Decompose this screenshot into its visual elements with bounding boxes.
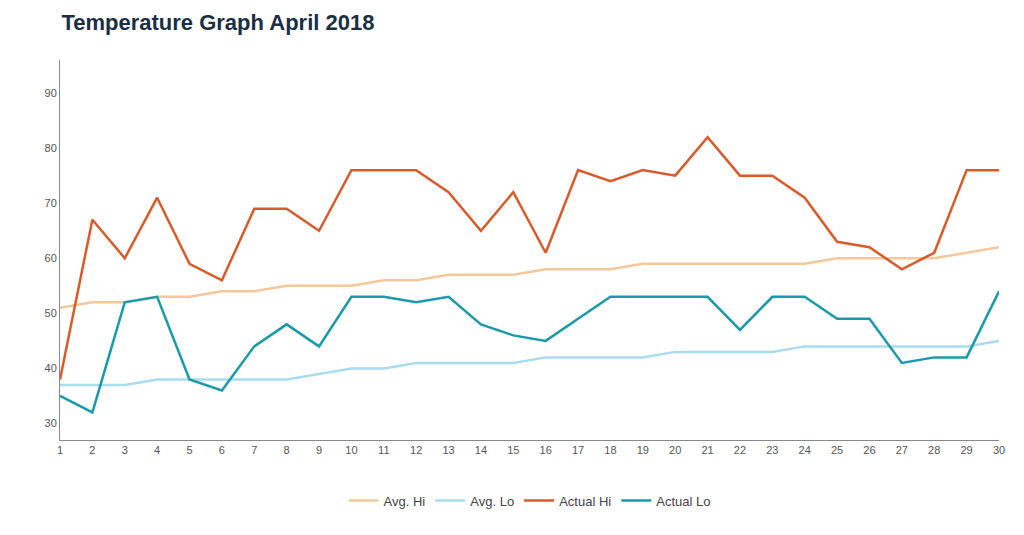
svg-text:28: 28 <box>928 444 940 456</box>
svg-text:5: 5 <box>186 444 192 456</box>
svg-text:22: 22 <box>734 444 746 456</box>
svg-text:14: 14 <box>475 444 487 456</box>
svg-text:80: 80 <box>45 142 57 154</box>
svg-text:Avg. Lo: Avg. Lo <box>470 494 514 509</box>
svg-text:9: 9 <box>316 444 322 456</box>
svg-text:4: 4 <box>154 444 160 456</box>
svg-text:15: 15 <box>507 444 519 456</box>
svg-text:40: 40 <box>45 362 57 374</box>
svg-text:10: 10 <box>345 444 357 456</box>
svg-text:21: 21 <box>701 444 713 456</box>
svg-text:16: 16 <box>540 444 552 456</box>
svg-text:50: 50 <box>45 307 57 319</box>
svg-text:11: 11 <box>378 444 389 456</box>
svg-text:2: 2 <box>89 444 95 456</box>
svg-text:6: 6 <box>219 444 225 456</box>
svg-text:17: 17 <box>572 444 584 456</box>
svg-text:26: 26 <box>863 444 875 456</box>
svg-text:18: 18 <box>604 444 616 456</box>
svg-text:30: 30 <box>45 417 57 429</box>
svg-text:27: 27 <box>896 444 908 456</box>
svg-text:1: 1 <box>57 444 63 456</box>
svg-text:Temperature Graph April 2018: Temperature Graph April 2018 <box>61 10 374 35</box>
svg-text:19: 19 <box>637 444 649 456</box>
svg-text:3: 3 <box>122 444 128 456</box>
svg-text:30: 30 <box>993 444 1005 456</box>
svg-text:70: 70 <box>45 197 57 209</box>
svg-text:23: 23 <box>766 444 778 456</box>
svg-text:13: 13 <box>442 444 454 456</box>
svg-text:7: 7 <box>251 444 257 456</box>
svg-text:12: 12 <box>410 444 422 456</box>
svg-text:20: 20 <box>669 444 681 456</box>
svg-text:8: 8 <box>284 444 290 456</box>
svg-text:24: 24 <box>799 444 811 456</box>
svg-text:Actual Lo: Actual Lo <box>656 494 710 509</box>
svg-text:Avg. Hi: Avg. Hi <box>384 494 426 509</box>
svg-text:90: 90 <box>45 87 57 99</box>
svg-text:Actual Hi: Actual Hi <box>559 494 611 509</box>
svg-text:25: 25 <box>831 444 843 456</box>
svg-text:60: 60 <box>45 252 57 264</box>
svg-text:29: 29 <box>960 444 972 456</box>
